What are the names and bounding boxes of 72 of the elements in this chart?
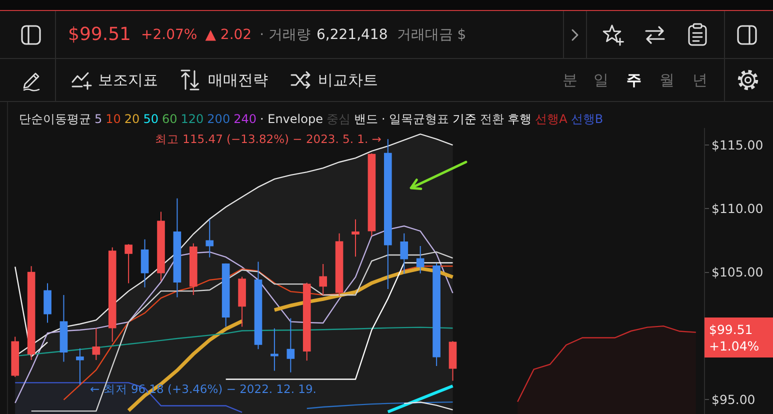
- line-series: [404, 402, 454, 410]
- candlestick: [76, 348, 84, 386]
- y-tick-label: $95.00: [712, 392, 756, 407]
- candlestick: [27, 266, 36, 361]
- text: · Envelope: [260, 112, 323, 126]
- candlestick: [368, 152, 376, 237]
- candlestick: [238, 276, 246, 328]
- text: 선행B: [570, 112, 604, 126]
- legend-label: 60: [162, 112, 178, 126]
- text: 주: [626, 70, 642, 90]
- text: 전환: [480, 112, 504, 126]
- candlestick: [286, 318, 295, 373]
- text: 보조지표: [98, 70, 158, 90]
- line-series: [225, 262, 454, 380]
- text: 20: [124, 112, 140, 126]
- text: 6,221,418: [316, 26, 388, 42]
- candlestick: [302, 282, 311, 362]
- text: 10: [106, 112, 121, 126]
- legend-label: 중심: [326, 112, 350, 126]
- annotation: 최고 115.47 (−13.82%) − 2023. 5. 1. →: [155, 132, 382, 146]
- candlestick: [222, 262, 230, 328]
- candlestick: [190, 242, 198, 296]
- line-series: [306, 401, 454, 410]
- y-tick-label: $105.00: [712, 264, 764, 280]
- text: 거래대금 $: [396, 26, 466, 44]
- candlestick: [92, 328, 100, 361]
- series-label: 밴드: [354, 112, 378, 126]
- candlestick: [157, 211, 165, 282]
- chart-title: $99.51: [68, 24, 131, 45]
- candlestick: [11, 336, 20, 378]
- candlestick: [416, 245, 424, 274]
- candlestick: [400, 232, 408, 274]
- text: 후행: [508, 112, 532, 126]
- text: · 일목균형표: [381, 112, 450, 126]
- y-tick-label: $115.00: [712, 137, 764, 152]
- line-series: [30, 251, 454, 412]
- candlestick: [44, 282, 52, 324]
- text: 200: [207, 112, 230, 126]
- y-tick-label: $110.00: [712, 201, 764, 216]
- candlestick: [60, 294, 68, 362]
- text: 기준: [452, 112, 477, 126]
- text: 비교차트: [318, 70, 378, 90]
- text: 5: [94, 112, 102, 126]
- text: · 거래량: [260, 26, 310, 44]
- candlestick: [270, 328, 278, 372]
- candlestick: [432, 262, 440, 367]
- candlestick: [384, 138, 392, 290]
- text: ▲ 2.02: [205, 26, 252, 42]
- text: 선행A: [535, 112, 568, 126]
- candlestick: [335, 232, 344, 296]
- candlestick: [206, 218, 214, 258]
- candlestick: [108, 246, 116, 342]
- text: $99.51 +1.04%: [709, 322, 760, 354]
- text: 일: [594, 70, 608, 90]
- line-series: [386, 384, 454, 414]
- candlestick: [448, 340, 457, 382]
- candlestick: [140, 238, 149, 288]
- candlestick: [319, 264, 327, 296]
- candlestick: [352, 218, 360, 258]
- text: 50: [143, 112, 158, 126]
- legend-label: 240: [234, 112, 256, 126]
- text: 년: [692, 70, 708, 90]
- candlestick: [173, 198, 182, 298]
- text: 120: [180, 112, 204, 126]
- text: 분: [562, 70, 578, 90]
- legend-title: 단순이동평균: [19, 112, 91, 126]
- text: 월: [660, 70, 674, 90]
- text: +2.07%: [140, 26, 198, 42]
- candlestick: [124, 244, 132, 284]
- candlestick: [254, 261, 262, 350]
- line-series: [14, 225, 454, 404]
- text: 매매전략: [208, 70, 268, 90]
